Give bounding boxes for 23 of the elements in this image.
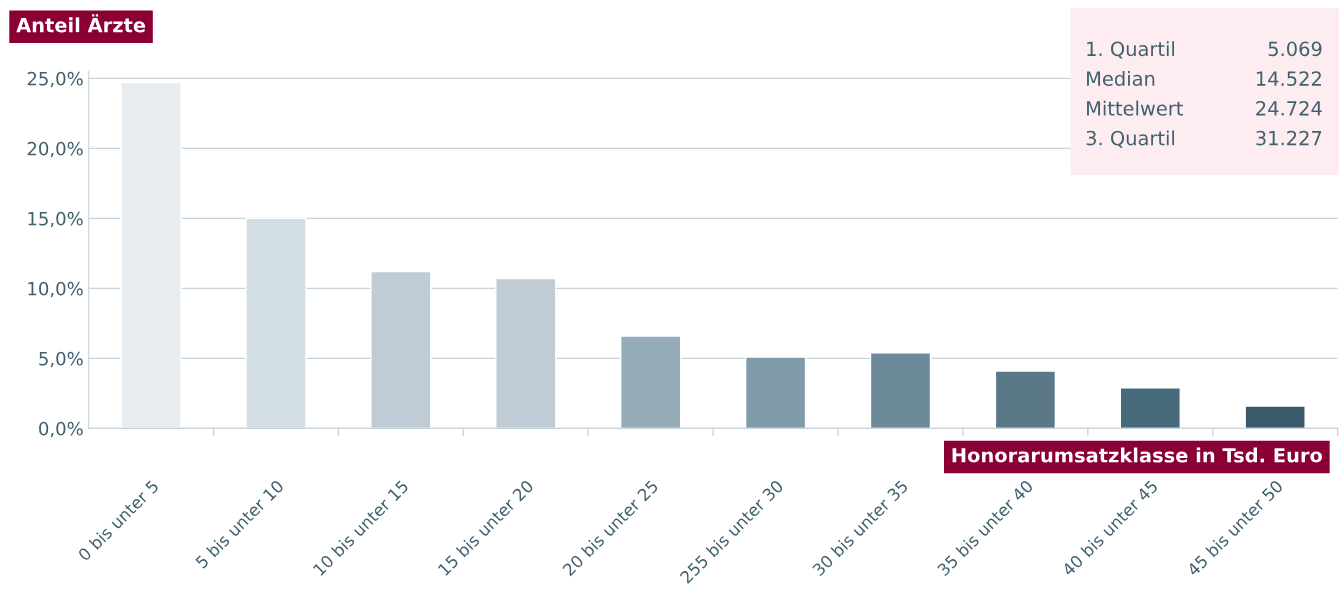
y-tick-label: 0,0% — [39, 421, 83, 438]
bar — [1244, 405, 1306, 429]
bar — [620, 335, 682, 429]
y-tick-label: 20,0% — [27, 141, 83, 158]
annotation: 14.522 — [1256, 71, 1321, 86]
text: 5.069 — [1268, 41, 1322, 57]
annotation: 24.724 — [1256, 101, 1322, 116]
text: 1. Quartil — [1087, 41, 1175, 59]
bar — [869, 352, 932, 429]
bar — [744, 356, 807, 429]
y-tick-label: 25,0% — [27, 71, 83, 88]
y-tick-label: 15,0% — [28, 211, 83, 228]
x-axis-title: Honorarumsatzklasse in Tsd. Euro — [952, 447, 1323, 463]
bar — [120, 81, 182, 429]
y-tick-label: 10,0% — [28, 281, 83, 298]
y-tick-label: 5,0% — [39, 351, 83, 368]
annotation: Mittelwert — [1087, 100, 1183, 116]
annotation: Median — [1087, 70, 1155, 86]
annotation: 3. Quartil — [1086, 130, 1175, 148]
bar — [994, 370, 1057, 429]
bar — [1119, 387, 1181, 429]
annotation: 31.227 — [1256, 130, 1322, 146]
y-axis-title: Anteil Ärzte — [16, 14, 146, 33]
